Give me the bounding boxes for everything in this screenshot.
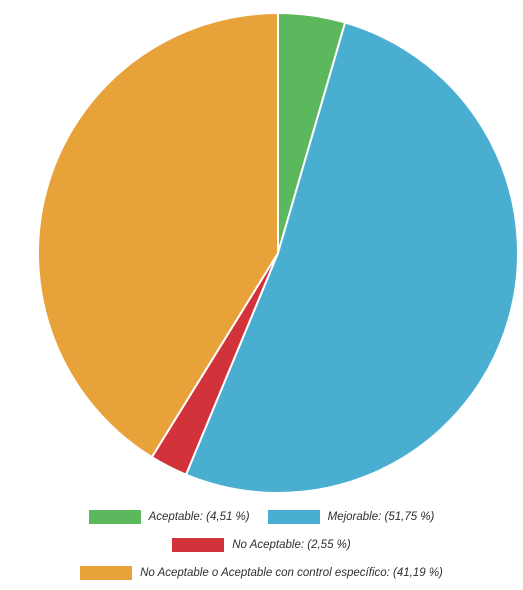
legend-label-mejorable: Mejorable: (51,75 %) <box>327 511 435 523</box>
legend-swatch-mejorable <box>267 510 320 524</box>
legend-label-no-aceptable: No Aceptable: (2,55 %) <box>232 539 351 551</box>
legend-item-no-aceptable-o-aceptable: No Aceptable o Aceptable con control esp… <box>80 566 443 580</box>
legend-swatch-no-aceptable <box>172 538 225 552</box>
legend-row-2: No Aceptable: (2,55 %) <box>0 538 523 552</box>
legend-row-1: Aceptable: (4,51 %) Mejorable: (51,75 %) <box>0 510 523 524</box>
pie-slices <box>37 11 519 494</box>
legend-label-aceptable: Aceptable: (4,51 %) <box>148 511 250 523</box>
pie-slice-mejorable <box>184 21 519 494</box>
legend-item-no-aceptable: No Aceptable: (2,55 %) <box>172 538 351 552</box>
pie-slice-no-aceptable-o-aceptable-con-control-espec-fico <box>37 11 279 459</box>
legend-item-mejorable: Mejorable: (51,75 %) <box>267 510 435 524</box>
pie-chart <box>37 11 519 494</box>
legend-swatch-aceptable <box>88 510 141 524</box>
legend-row-3: No Aceptable o Aceptable con control esp… <box>0 566 523 580</box>
legend-item-aceptable: Aceptable: (4,51 %) <box>88 510 250 524</box>
legend-swatch-no-aceptable-o-aceptable <box>80 566 133 580</box>
legend-label-no-aceptable-o-aceptable: No Aceptable o Aceptable con control esp… <box>140 567 443 579</box>
